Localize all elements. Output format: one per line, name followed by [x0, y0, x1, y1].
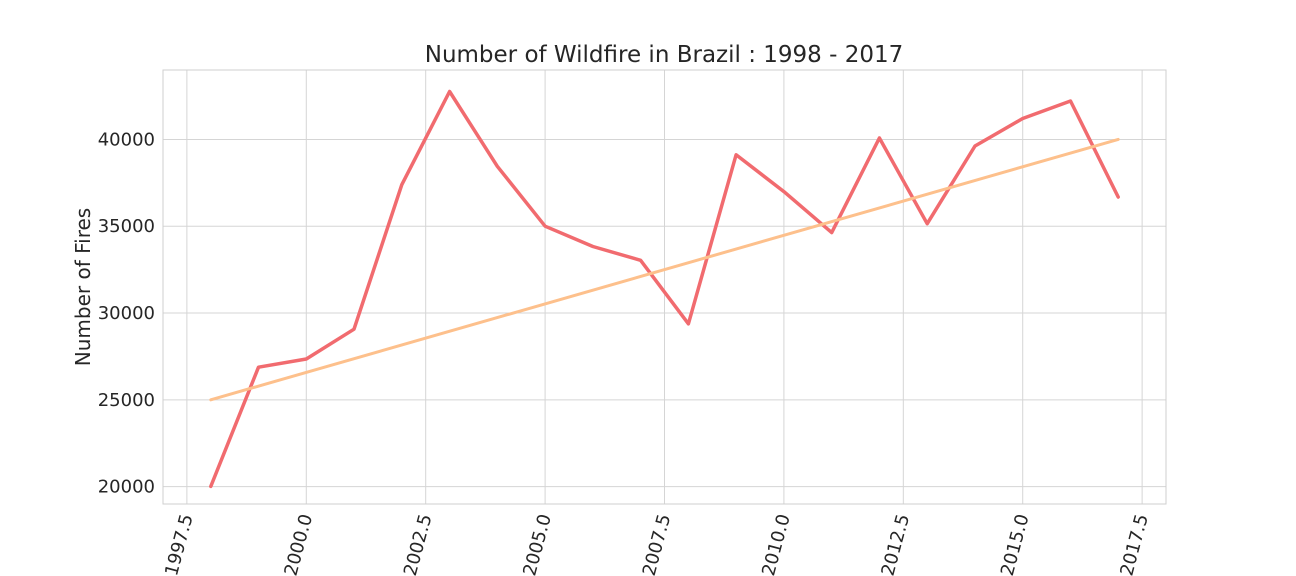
y-tick-label: 20000: [98, 477, 155, 498]
x-tick-label: 2015.0: [997, 512, 1034, 576]
x-tick-label: 1997.5: [161, 512, 198, 576]
x-tick-label: 2012.5: [878, 512, 915, 576]
y-tick-label: 40000: [98, 129, 155, 150]
wildfire-count-line: [209, 89, 1120, 489]
y-grid-lines: [163, 138, 1166, 488]
x-tick-labels: 1997.5 2000.0 2002.5 2005.0 2007.5 2010.0 2012…: [161, 512, 1153, 576]
trend-line: [209, 137, 1120, 402]
x-tick-label: 2007.5: [639, 512, 676, 576]
y-tick-label: 25000: [98, 390, 155, 411]
x-tick-label: 2010.0: [758, 512, 795, 576]
plot-frame: [162, 69, 1167, 505]
y-tick-label: 30000: [98, 303, 155, 324]
y-tick-labels: 20000 25000 30000 35000 40000: [98, 129, 155, 497]
x-grid-lines: [186, 70, 1143, 504]
x-tick-label: 2000.0: [281, 512, 318, 576]
y-tick-label: 35000: [98, 216, 155, 237]
x-tick-label: 2005.0: [519, 512, 556, 576]
x-tick-label: 2017.5: [1116, 512, 1153, 576]
chart-title: Number of Wildfire in Brazil : 1998 - 20…: [425, 42, 904, 68]
x-tick-label: 2002.5: [400, 512, 437, 576]
series-layer: [209, 89, 1120, 489]
y-axis-label: Number of Fires: [71, 208, 95, 366]
